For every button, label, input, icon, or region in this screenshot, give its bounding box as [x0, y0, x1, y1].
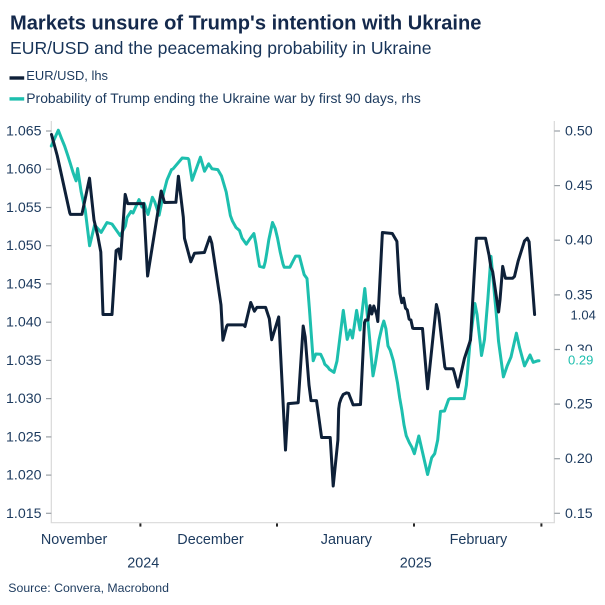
- svg-text:0.25: 0.25: [565, 397, 593, 413]
- svg-text:2025: 2025: [400, 556, 432, 572]
- svg-text:Source: Convera, Macrobond: Source: Convera, Macrobond: [8, 581, 169, 595]
- svg-text:0.35: 0.35: [565, 287, 593, 303]
- svg-text:Probability of Trump ending th: Probability of Trump ending the Ukraine …: [26, 90, 421, 106]
- svg-text:December: December: [177, 532, 244, 548]
- svg-text:EUR/USD, lhs: EUR/USD, lhs: [26, 68, 108, 83]
- svg-text:0.20: 0.20: [565, 451, 593, 467]
- svg-text:0.29: 0.29: [568, 353, 593, 368]
- svg-text:1.050: 1.050: [6, 238, 42, 254]
- svg-text:0.45: 0.45: [565, 178, 593, 194]
- svg-text:1.04: 1.04: [571, 307, 596, 322]
- svg-text:2024: 2024: [127, 556, 159, 572]
- svg-text:1.040: 1.040: [6, 315, 42, 331]
- svg-text:1.035: 1.035: [6, 353, 42, 369]
- svg-text:0.15: 0.15: [565, 506, 593, 522]
- svg-text:1.060: 1.060: [6, 162, 42, 178]
- svg-text:0.50: 0.50: [565, 124, 593, 140]
- svg-text:Markets unsure of Trump's inte: Markets unsure of Trump's intention with…: [10, 13, 481, 35]
- svg-text:January: January: [321, 532, 373, 548]
- svg-text:1.020: 1.020: [6, 468, 42, 484]
- svg-text:EUR/USD and the peacemaking pr: EUR/USD and the peacemaking probability …: [10, 38, 432, 58]
- svg-text:February: February: [450, 532, 508, 548]
- svg-text:1.045: 1.045: [6, 276, 42, 292]
- svg-text:1.015: 1.015: [6, 506, 42, 522]
- svg-text:1.025: 1.025: [6, 429, 42, 445]
- svg-text:1.030: 1.030: [6, 391, 42, 407]
- svg-text:0.40: 0.40: [565, 233, 593, 249]
- svg-text:1.065: 1.065: [6, 124, 42, 140]
- svg-text:November: November: [41, 532, 108, 548]
- svg-text:1.055: 1.055: [6, 200, 42, 216]
